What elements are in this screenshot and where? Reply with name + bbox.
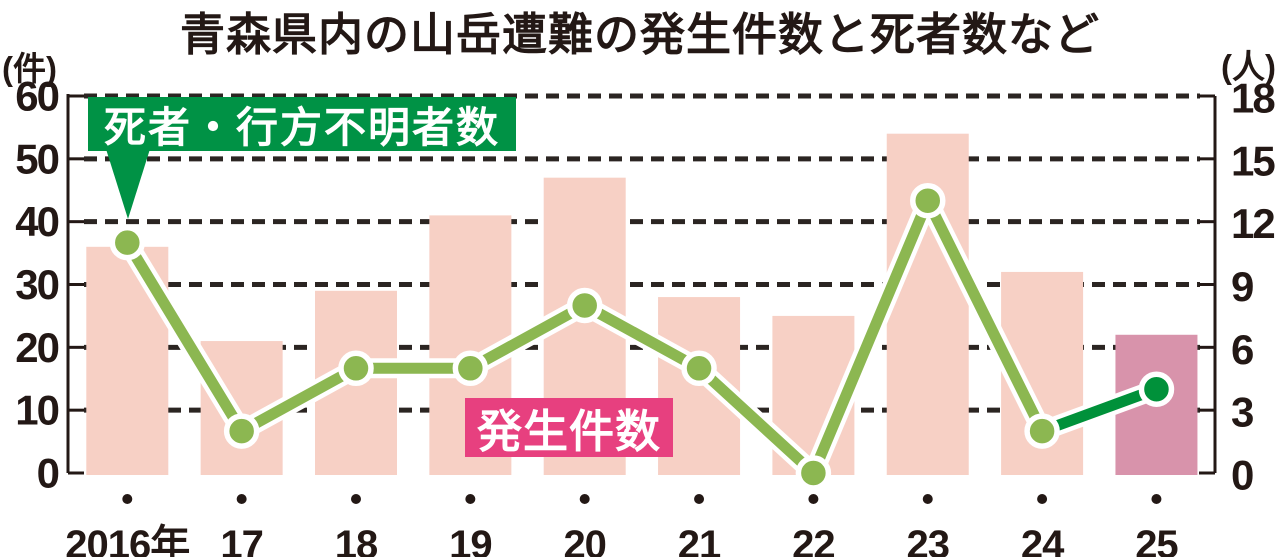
left-axis-label-30: 30: [15, 261, 58, 308]
left-axis-unit-label: (件): [2, 50, 57, 87]
year-label-2016年: 2016年: [65, 523, 189, 557]
left-axis-label-10: 10: [15, 387, 58, 434]
year-dot-18: [351, 494, 361, 504]
year-dot-2016年: [122, 494, 133, 504]
year-label-25: 25: [1135, 523, 1178, 557]
right-axis-label-9: 9: [1231, 263, 1253, 310]
axis-labels: 0 10 20 30 40 50 60 0 3 6 9 12 15 18: [15, 73, 1277, 499]
data-point-22: [795, 455, 832, 491]
data-point-21: [681, 350, 717, 387]
left-axis-label-20: 20: [15, 324, 58, 371]
year-dot-20: [579, 494, 590, 504]
year-label-20: 20: [563, 523, 606, 557]
legend-incidents-text: 発生件数: [477, 406, 662, 457]
year-label-18: 18: [335, 523, 378, 557]
right-axis-label-3: 3: [1231, 389, 1253, 436]
year-dot-23: [922, 494, 933, 504]
right-axis-label-0: 0: [1231, 452, 1253, 499]
deaths-line: [109, 182, 1175, 491]
year-dot-21: [694, 494, 705, 504]
x-axis-labels: 2016年 17 18 19 20 21 22 23 24 25: [65, 494, 1179, 557]
legend-deaths-text: 死者・行方不明者数: [104, 103, 501, 151]
right-axis-unit-label: (人): [1221, 48, 1276, 85]
left-axis-label-40: 40: [15, 198, 58, 245]
year-dot-24: [1037, 494, 1048, 504]
year-label-24: 24: [1021, 523, 1065, 557]
year-label-22: 22: [792, 523, 835, 557]
year-dot-19: [465, 494, 476, 504]
axes: [66, 94, 1217, 475]
data-point-19: [452, 350, 489, 387]
year-dot-17: [236, 494, 247, 504]
page-title: 青森県内の山岳遭難の発生件数と死者数など: [179, 9, 1100, 60]
left-axis-label-50: 50: [15, 135, 58, 182]
year-dot-22: [808, 494, 819, 504]
data-point-24: [1024, 413, 1060, 449]
year-label-21: 21: [678, 523, 721, 557]
left-axis-label-60: 60: [15, 73, 58, 120]
deaths-line-latest-segment: [1036, 383, 1162, 437]
right-axis-label-18: 18: [1231, 75, 1275, 122]
year-label-23: 23: [907, 523, 950, 557]
right-axis-label-6: 6: [1231, 326, 1253, 373]
data-point-2016年: [109, 224, 146, 261]
data-point-18: [338, 350, 374, 387]
data-point-20: [566, 287, 603, 324]
left-axis-label-0: 0: [37, 450, 59, 497]
data-point-17: [223, 413, 260, 449]
data-point-25: [1138, 371, 1175, 407]
year-dot-25: [1151, 494, 1162, 504]
legend-incidents-label: 発生件数: [465, 398, 674, 457]
right-axis-label-15: 15: [1231, 137, 1275, 184]
right-axis-label-12: 12: [1231, 200, 1274, 247]
data-point-23: [910, 182, 946, 219]
year-label-19: 19: [449, 523, 492, 557]
legend-pointer-triangle: [106, 149, 150, 219]
legend-deaths-label: 死者・行方不明者数: [88, 97, 517, 151]
year-label-17: 17: [220, 523, 263, 557]
